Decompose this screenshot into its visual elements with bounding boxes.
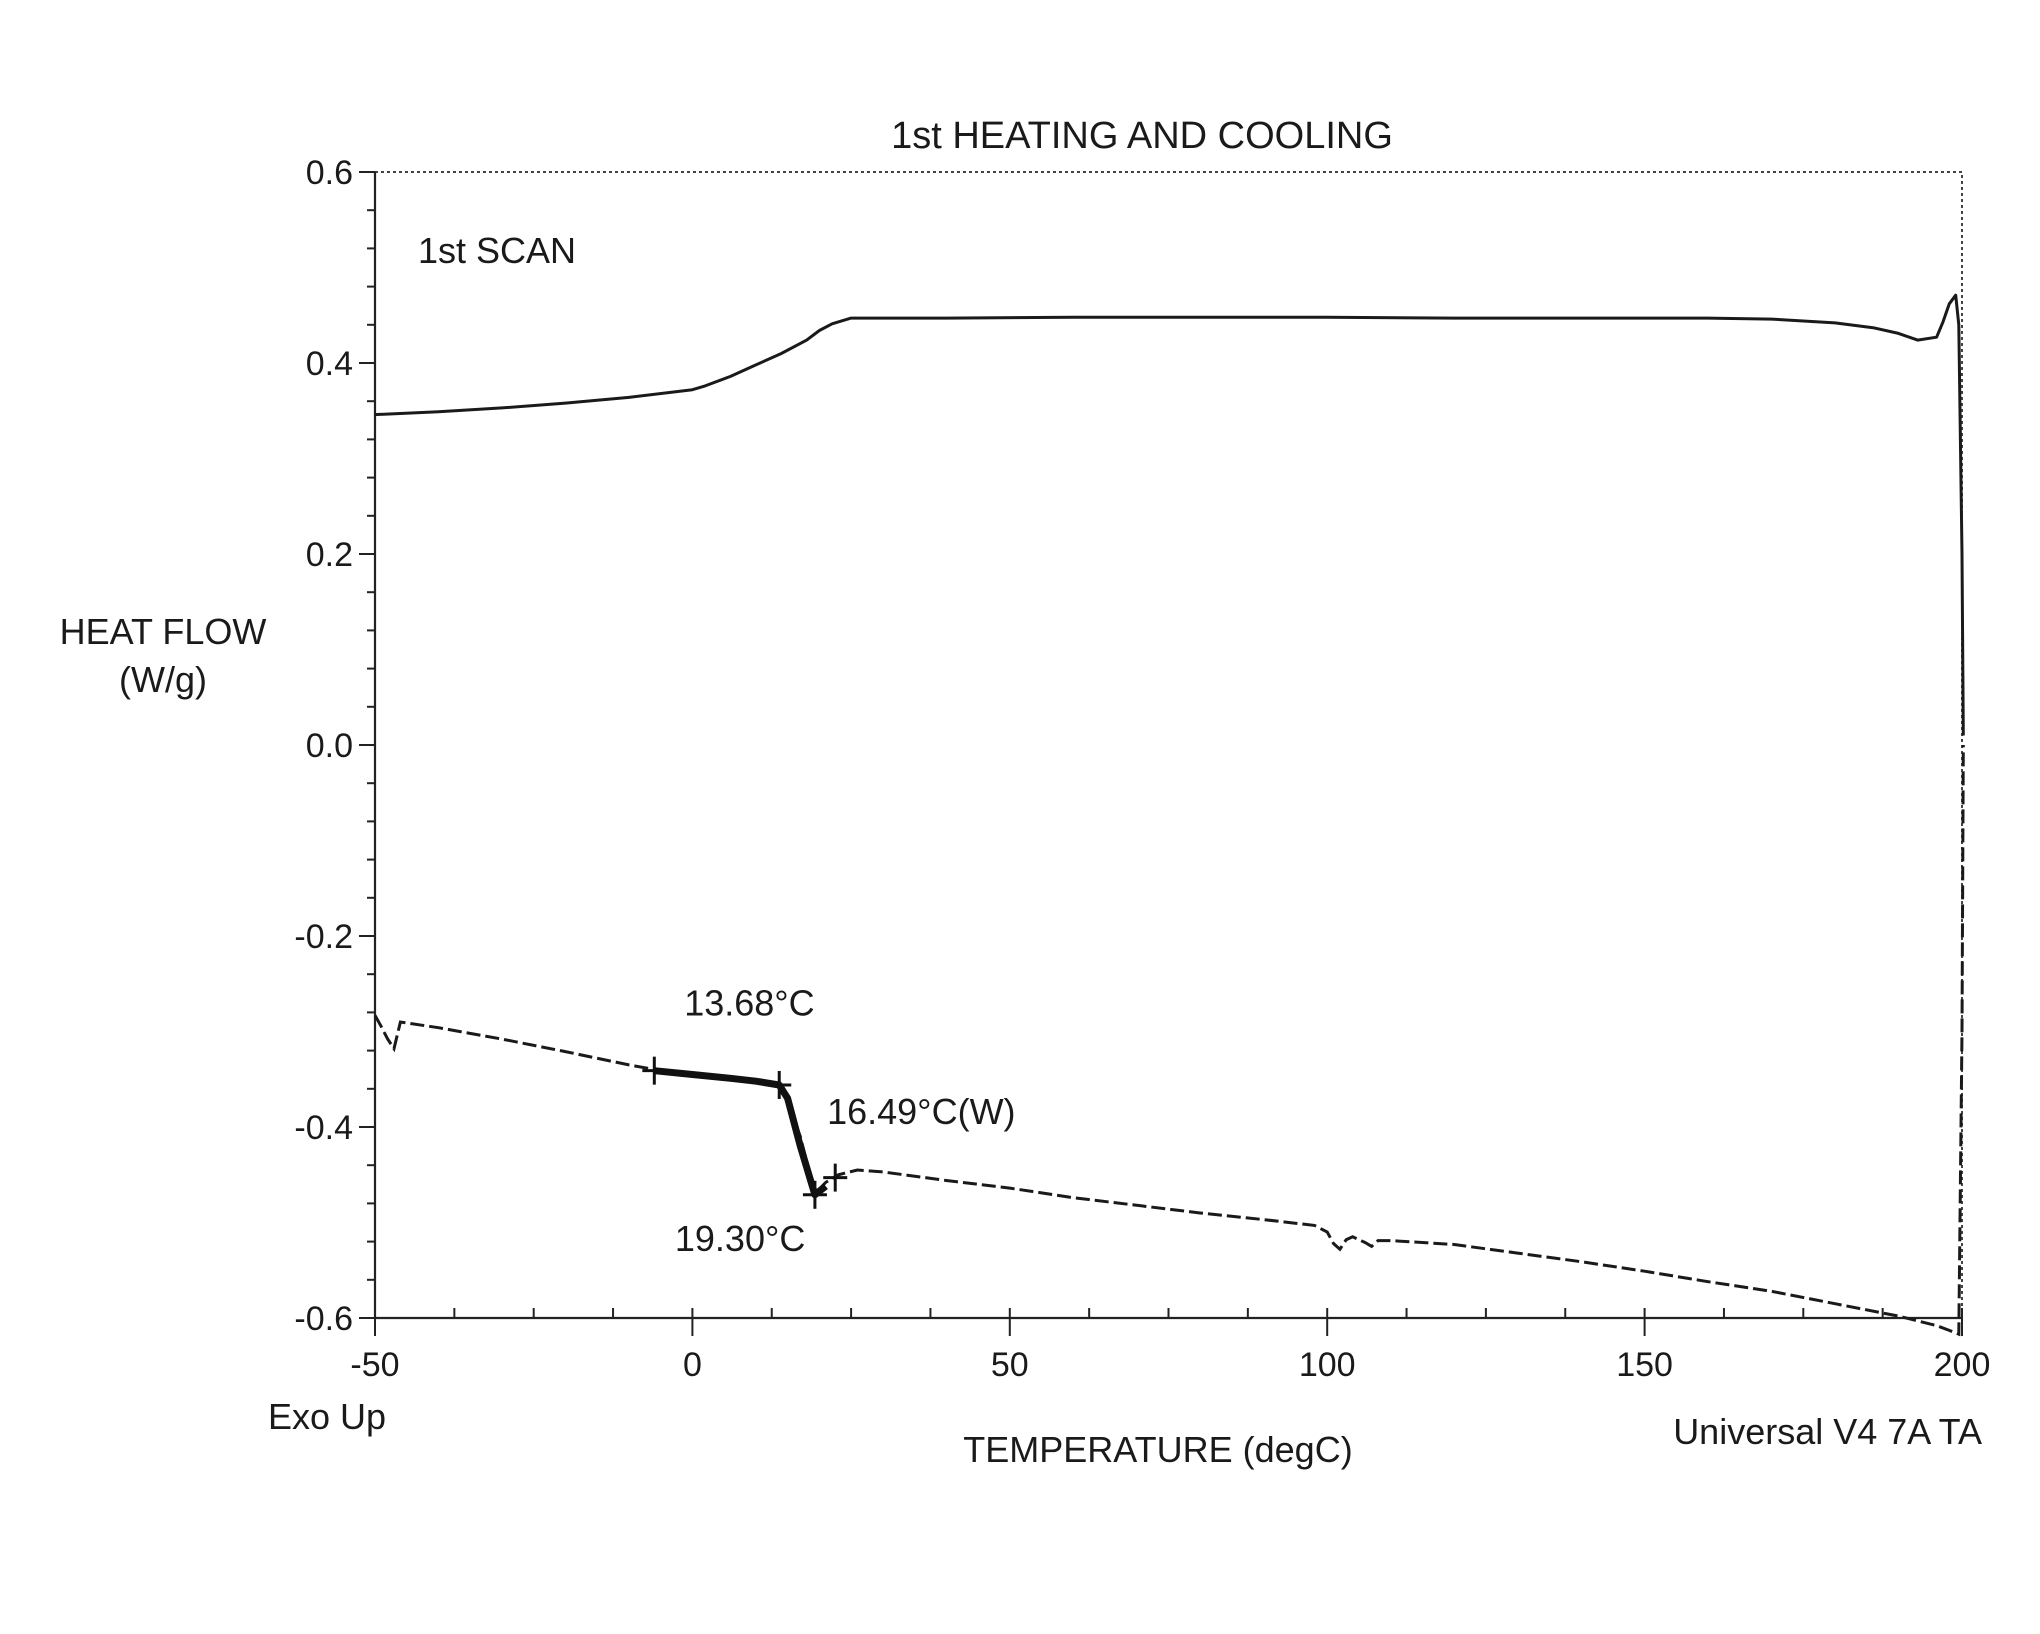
x-tick-label: 0 [683, 1346, 702, 1384]
series-layer [373, 293, 1965, 1337]
transition-analysis-segment [653, 1067, 828, 1199]
software-version-label: Universal V4 7A TA [1673, 1411, 1982, 1452]
plot-frame [374, 171, 1963, 1319]
marker-layer [642, 1056, 848, 1209]
x-tick-label: -50 [350, 1346, 399, 1384]
y-axis-label-line1: HEAT FLOW [60, 611, 267, 652]
temperature-annotation: 19.30°C [675, 1218, 805, 1259]
transition-marker [823, 1163, 848, 1192]
transition-marker [767, 1070, 792, 1099]
annotation-layer: 13.68°C 16.49°C(W) 19.30°C [675, 982, 1016, 1259]
y-tick-label: -0.6 [294, 1300, 353, 1338]
heating-curve [374, 293, 1965, 736]
x-tick-label: 200 [1934, 1346, 1991, 1384]
transition-marker [642, 1056, 667, 1085]
cooling-curve [373, 744, 1965, 1337]
exo-up-label: Exo Up [268, 1396, 386, 1437]
y-tick-label: 0.0 [306, 727, 353, 765]
y-axis-label-line2: (W/g) [119, 659, 207, 700]
scan-label: 1st SCAN [418, 230, 576, 271]
chart-title: 1st HEATING AND COOLING [891, 115, 1393, 157]
x-tick-label: 150 [1616, 1346, 1673, 1384]
x-tick-label: 100 [1299, 1346, 1356, 1384]
y-axis-ticks: 0.6 0.4 0.2 0.0 -0.2 -0.4 -0.6 [294, 154, 375, 1338]
y-tick-label: -0.4 [294, 1109, 353, 1147]
x-axis-label: TEMPERATURE (degC) [963, 1429, 1352, 1470]
y-tick-label: 0.6 [306, 154, 353, 192]
temperature-annotation: 16.49°C(W) [827, 1091, 1015, 1132]
transition-marker [802, 1180, 827, 1209]
x-tick-label: 50 [991, 1346, 1029, 1384]
y-tick-label: -0.2 [294, 918, 353, 956]
y-tick-label: 0.4 [306, 345, 353, 383]
y-tick-label: 0.2 [306, 536, 353, 574]
temperature-annotation: 13.68°C [684, 982, 814, 1023]
x-axis-ticks: -50 0 50 100 150 200 [350, 1308, 1990, 1384]
